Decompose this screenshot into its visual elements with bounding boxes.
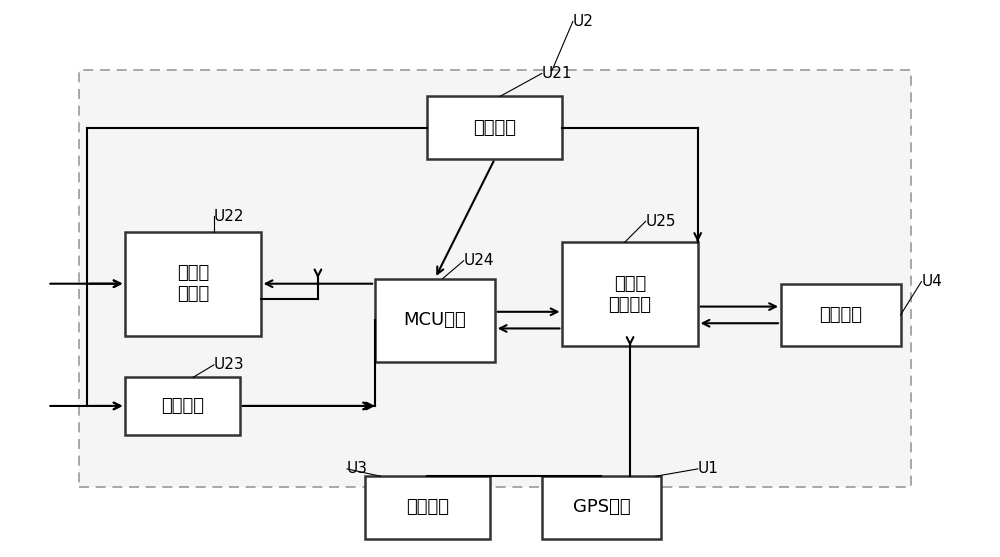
Text: 电源模块: 电源模块 <box>473 119 516 136</box>
Text: U21: U21 <box>542 66 572 81</box>
Text: U25: U25 <box>646 214 676 229</box>
Text: 定位及
通信模块: 定位及 通信模块 <box>609 275 652 314</box>
Text: GPS卫星: GPS卫星 <box>573 499 630 516</box>
Bar <box>562 242 698 346</box>
Text: U4: U4 <box>921 274 942 289</box>
Text: 处理平台: 处理平台 <box>819 306 862 324</box>
Text: U22: U22 <box>214 208 244 223</box>
Text: 驱动模块: 驱动模块 <box>161 397 204 415</box>
Text: 发射接
收模块: 发射接 收模块 <box>177 265 209 303</box>
Text: U24: U24 <box>464 253 494 268</box>
Bar <box>365 476 490 539</box>
Bar <box>125 377 240 434</box>
Bar <box>427 96 562 159</box>
Text: U3: U3 <box>347 461 368 476</box>
Bar <box>125 232 261 336</box>
Bar <box>542 476 661 539</box>
Text: U23: U23 <box>214 358 244 373</box>
Bar <box>781 284 901 346</box>
Text: U2: U2 <box>573 14 594 29</box>
Bar <box>375 278 495 361</box>
Bar <box>79 70 911 487</box>
Text: MCU模块: MCU模块 <box>404 311 466 329</box>
Text: 无线基站: 无线基站 <box>406 499 449 516</box>
Text: U1: U1 <box>698 461 719 476</box>
